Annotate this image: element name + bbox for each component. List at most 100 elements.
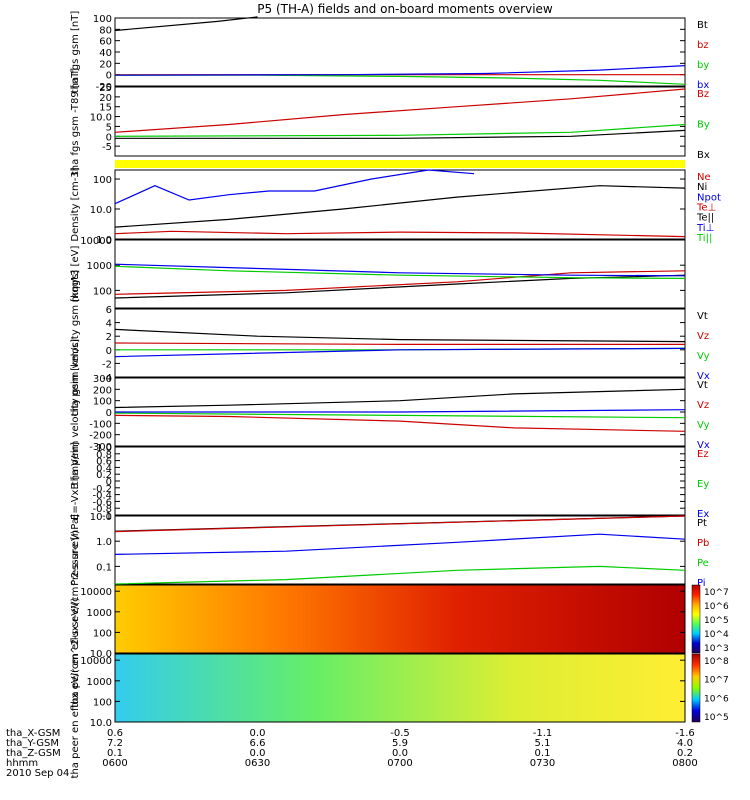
legend-entry: Vz: [697, 400, 709, 411]
y-tick-label: 0: [106, 71, 112, 82]
y-tick-label: 0: [106, 132, 112, 143]
time-axis-value: 0630: [245, 758, 270, 769]
time-axis-value: 0730: [530, 758, 555, 769]
y-axis-label: mqgt3 [eV]: [70, 246, 81, 303]
time-axis-value: 0.0: [250, 748, 266, 759]
legend-entry: Te||: [696, 213, 714, 224]
time-axis-value: -0.5: [390, 728, 410, 739]
legend-entry: Pi: [697, 578, 706, 589]
panel-frame: [114, 169, 686, 240]
legend-entry: Pe: [697, 558, 709, 569]
y-tick-label: -200: [89, 431, 112, 442]
y-tick-label: 6: [106, 305, 112, 316]
series-line-By: [114, 123, 686, 137]
colorbar-tick-label: 10^7: [704, 676, 729, 686]
legend-entry: Vt: [697, 311, 708, 322]
y-tick-label: 100: [93, 286, 112, 297]
colorbar-tick-label: 10^8: [704, 657, 729, 667]
heatmap-image: [115, 654, 685, 722]
chart-panel-9: 10^7 10^6 10^5 10^4 10^3 10.0 100 1000 10000tha …: [70, 530, 729, 708]
series-line-Bz: [114, 88, 686, 133]
time-axis-value: 0.2: [677, 748, 693, 759]
y-tick-label: -0.2: [92, 484, 112, 495]
y-tick-label: 0.1: [96, 562, 112, 573]
y-axis-label: Density [cm-3]: [70, 167, 81, 241]
y-tick-label: 1.0: [96, 443, 112, 454]
legend-entry: Vy: [697, 420, 710, 431]
y-tick-label: -0.6: [92, 497, 112, 508]
y-tick-label: 80: [99, 25, 112, 36]
y-tick-label: 10000: [80, 587, 112, 598]
time-axis-value: -1.6: [675, 728, 695, 739]
y-tick-label: -100: [89, 419, 112, 430]
y-tick-label: 20: [99, 59, 112, 70]
time-axis-value: -1.1: [533, 728, 553, 739]
panel-frame: [114, 653, 686, 723]
panel-frame: [114, 239, 686, 309]
y-tick-label: 1.0: [96, 235, 112, 246]
y-tick-label: -5: [102, 142, 112, 153]
figure-title: P5 (TH-A) fields and on-board moments ov…: [257, 2, 553, 16]
y-tick-label: 10000: [80, 656, 112, 667]
y-tick-label: 0.8: [96, 450, 112, 461]
legend-entry: Vx: [697, 371, 710, 382]
y-tick-label: 10.0: [90, 649, 112, 660]
y-axis-label: tha peim velocity gsm [km/s]: [70, 339, 81, 486]
series-line-Vz: [114, 414, 686, 432]
y-tick-label: 1000: [87, 261, 112, 272]
time-axis-value: 0.1: [107, 748, 123, 759]
time-axis-value: 7.2: [107, 738, 123, 749]
y-axis-label: tha fgs gsm -T89 [nT]: [70, 68, 81, 175]
panel-frame: [114, 446, 686, 516]
series-line-Ti: [114, 263, 686, 277]
y-tick-label: 25: [99, 83, 112, 94]
series-line-Bt: [114, 16, 258, 32]
time-axis-value: 0.6: [107, 728, 123, 739]
series-line-Vz: [114, 342, 685, 345]
series-line-Te: [114, 274, 686, 299]
colorbar-tick-label: 10^5: [704, 616, 729, 626]
series-line-Vt: [114, 388, 686, 409]
y-tick-label: -4: [102, 373, 112, 384]
panel-frame: [114, 584, 686, 654]
colorbar-tick-label: 10^6: [704, 694, 729, 704]
legend-entry: Ex: [697, 509, 709, 520]
colorbar-tick-label: 10^3: [704, 644, 729, 654]
panel-frame: [114, 86, 686, 157]
legend-entry: Vt: [697, 380, 708, 391]
time-axis-row-label: hhmm: [6, 758, 38, 769]
y-axis-label: tha peim velocity gsm [km/s]: [70, 270, 81, 417]
legend-entry: Ne: [697, 172, 711, 183]
series-line-Bx: [115, 129, 686, 139]
legend-entry: bz: [697, 40, 709, 51]
legend-entry: Pt: [697, 518, 707, 529]
time-axis-value: 0.0: [250, 728, 266, 739]
y-tick-label: 100: [93, 175, 112, 186]
legend-entry: Bz: [697, 89, 709, 100]
y-tick-label: 100: [93, 628, 112, 639]
series-line-Vy: [114, 412, 686, 419]
series-line-Ne: [114, 230, 686, 238]
series-line-Pe: [114, 565, 686, 585]
series-line-Te: [114, 270, 686, 295]
time-axis-value: 0800: [672, 758, 697, 769]
y-tick-label: 100: [93, 697, 112, 708]
series-line-Vt: [114, 328, 686, 343]
legend-entry: Ey: [697, 479, 709, 490]
legend-entry: Pb: [697, 538, 709, 549]
series-line-by: [115, 74, 686, 85]
colorbar-tick-label: 10^7: [704, 588, 729, 598]
y-tick-label: 100: [93, 397, 112, 408]
y-tick-label: -0.8: [92, 504, 112, 515]
time-axis-value: 6.6: [250, 738, 266, 749]
colorbar-tick-label: 10^5: [704, 713, 729, 723]
y-tick-label: -2: [102, 359, 112, 370]
y-tick-label: 10.0: [90, 718, 112, 729]
y-tick-label: 0: [106, 477, 112, 488]
legend-entry: Te⊥: [696, 203, 716, 214]
